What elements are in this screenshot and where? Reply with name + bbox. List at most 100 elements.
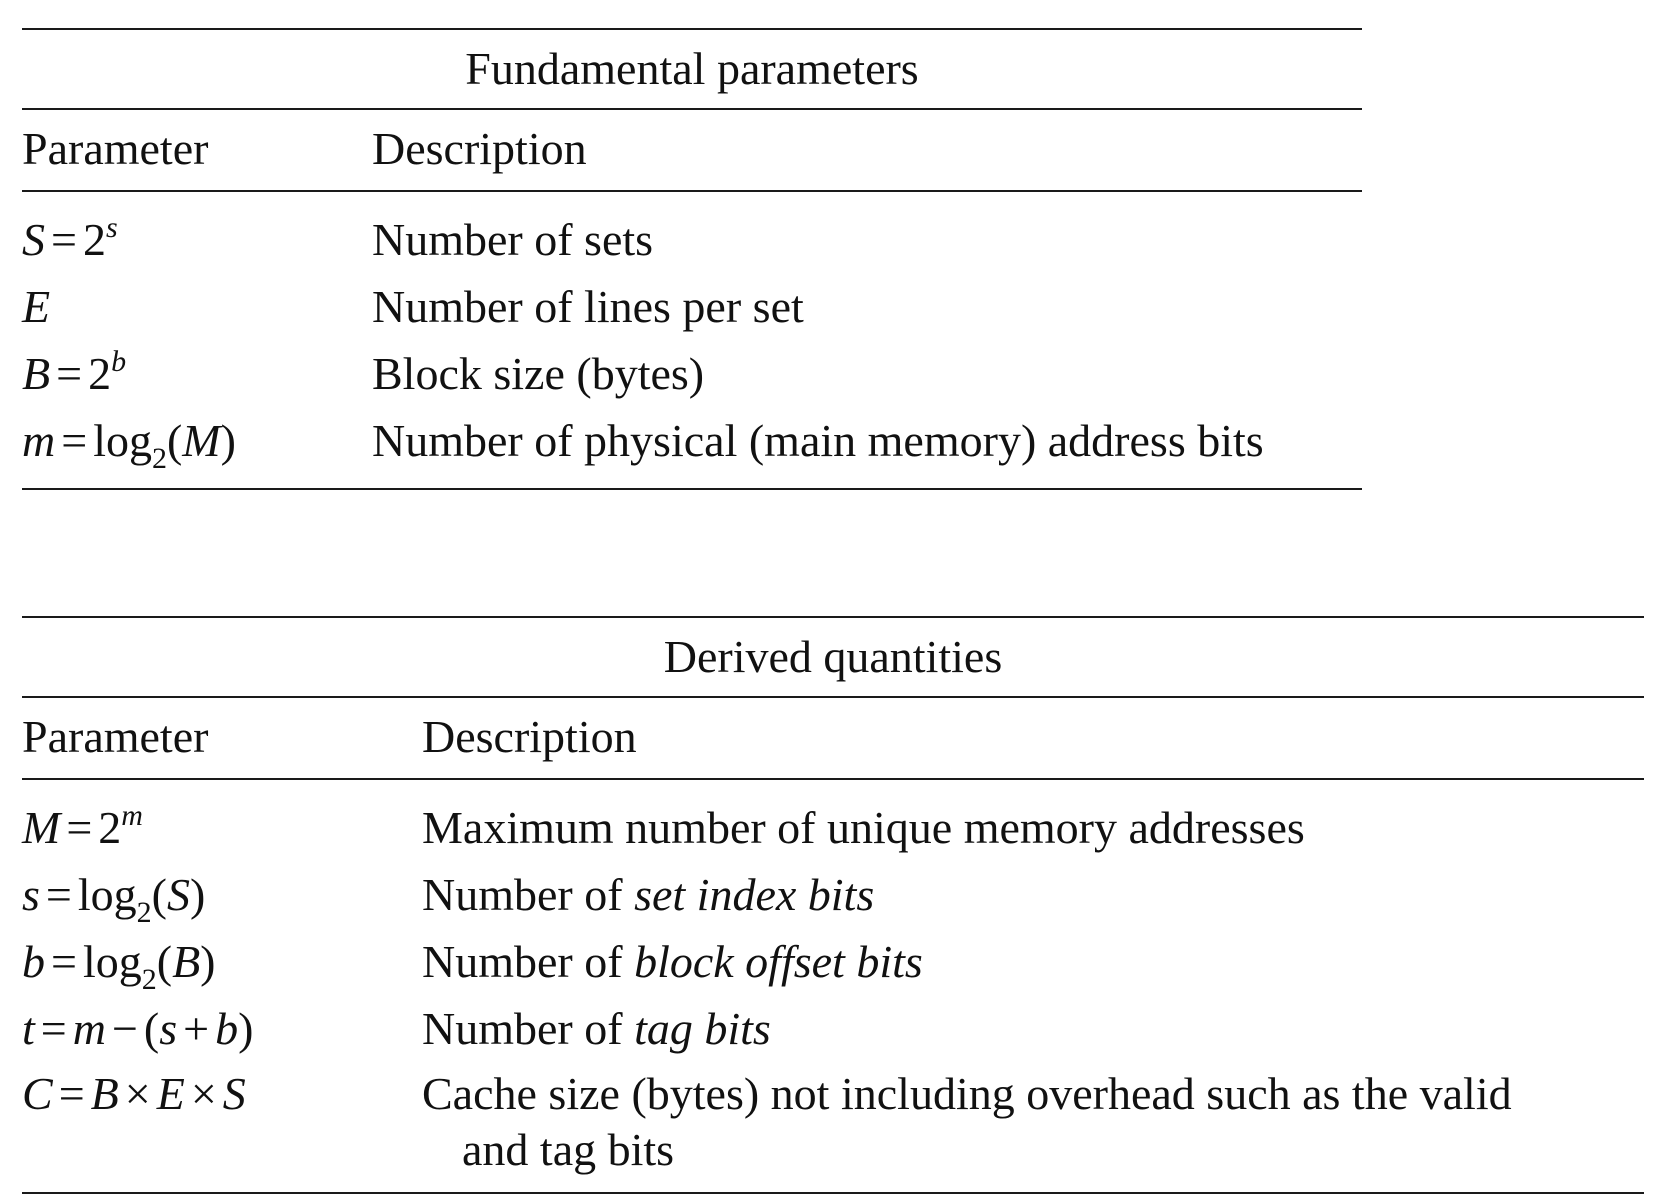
formula-variable: m [72,1003,106,1054]
table-row: t = m − (s + b) Number of tag bits [22,995,1644,1062]
formula-exponent: b [111,345,127,378]
formula-operator: = [40,1003,67,1054]
parameter-description: Number of sets [372,214,654,265]
formula-operator: = [66,802,93,853]
table-row: E Number of lines per set [22,273,1362,340]
formula-variable: B [90,1068,119,1119]
header-description: Description [422,711,637,762]
formula-subscript: 2 [151,442,167,475]
header-parameter: Parameter [22,711,209,762]
header-rule [22,190,1362,192]
formula-paren: ( [151,869,167,920]
formula-exponent: s [105,211,118,244]
formula-operator: = [61,415,88,466]
formula-symbol: B [22,348,51,399]
table-row: b = log2(B) Number of block offset bits [22,928,1644,995]
table-row: B = 2b Block size (bytes) [22,340,1362,407]
formula-symbol: M [22,802,61,853]
formula-variable: E [156,1068,185,1119]
formula-argument: S [166,869,190,920]
parameter-description: Cache size (bytes) not including overhea… [422,1066,1644,1178]
formula-operator: × [190,1068,217,1119]
top-rule [22,28,1362,30]
description-text: Cache size (bytes) not including overhea… [422,1068,1512,1119]
parameter-formula: b = log2(B) [22,928,422,995]
formula-symbol: S [22,214,45,265]
formula-subscript: 2 [141,963,157,996]
parameter-description: Number of set index bits [422,861,1644,928]
table-caption: Derived quantities [663,631,1003,682]
formula-symbol: s [22,869,40,920]
formula-argument: B [172,936,201,987]
formula-paren: ) [238,1003,254,1054]
parameter-formula: S = 2s [22,206,372,273]
description-continuation: and tag bits [462,1124,675,1175]
parameter-formula: M = 2m [22,794,422,861]
description-emphasis: block offset bits [634,936,923,987]
header-description: Description [372,123,587,174]
formula-operator: = [51,214,77,265]
formula-operator: = [58,1068,85,1119]
parameter-description: Number of block offset bits [422,928,1644,995]
table-body: S = 2s Number of sets E Number of lines pe… [22,192,1362,488]
formula-function: log [77,869,137,920]
table-row: M = 2m Maximum number of unique memory add… [22,794,1644,861]
top-rule [22,616,1644,618]
formula-variable: s [159,1003,178,1054]
table-body: M = 2m Maximum number of unique memory add… [22,780,1644,1192]
table-row: C = B × E × S Cache size (bytes) not including… [22,1062,1644,1178]
table-row: m = log2(M) Number of physical (main memor… [22,407,1362,474]
formula-function: log [93,415,152,466]
formula-operator: = [56,348,83,399]
parameter-description: Maximum number of unique memory addresse… [422,802,1305,853]
formula-operator: = [45,869,72,920]
formula-symbol: t [22,1003,35,1054]
formula-base: 2 [88,348,112,399]
parameter-description: Number of physical (main memory) address… [372,415,1264,466]
fundamental-parameters-table: Fundamental parameters Parameter Descrip… [22,28,1362,490]
header-parameter: Parameter [22,123,209,174]
formula-operator: × [124,1068,151,1119]
formula-base: 2 [98,802,122,853]
caption-rule [22,108,1362,110]
formula-operator: − [111,1003,138,1054]
formula-paren: ( [166,415,183,466]
parameter-formula: m = log2(M) [22,407,372,474]
formula-subscript: 2 [136,896,152,929]
formula-operator: = [51,936,77,987]
parameter-formula: C = B × E × S [22,1066,422,1122]
formula-symbol: C [22,1068,53,1119]
parameter-description: Block size (bytes) [372,348,705,399]
formula-paren: ) [189,869,206,920]
derived-quantities-table: Derived quantities Parameter Description… [22,616,1644,1194]
formula-variable: S [222,1068,246,1119]
formula-paren: ( [156,936,173,987]
caption-rule [22,696,1644,698]
parameter-description: Number of tag bits [422,995,1644,1062]
description-emphasis: tag bits [634,1003,771,1054]
formula-variable: b [215,1003,239,1054]
formula-symbol: E [22,281,51,332]
description-text: Number of [422,936,635,987]
header-row: Parameter Description [22,698,1644,778]
formula-paren: ( [143,1003,160,1054]
header-rule [22,778,1644,780]
formula-symbol: m [22,415,56,466]
formula-paren: ) [220,415,236,466]
bottom-rule [22,488,1362,490]
description-emphasis: set index bits [634,869,875,920]
parameter-formula: B = 2b [22,340,372,407]
description-text: Number of [422,869,635,920]
parameter-formula: E [22,273,372,340]
parameter-formula: s = log2(S) [22,861,422,928]
formula-paren: ) [200,936,216,987]
formula-function: log [82,936,142,987]
description-text: Number of [422,1003,635,1054]
table-row: s = log2(S) Number of set index bits [22,861,1644,928]
table-row: S = 2s Number of sets [22,206,1362,273]
formula-symbol: b [22,936,45,987]
formula-argument: M [182,415,221,466]
table-caption: Fundamental parameters [465,43,919,94]
parameter-description: Number of lines per set [372,281,804,332]
formula-exponent: m [121,799,143,832]
